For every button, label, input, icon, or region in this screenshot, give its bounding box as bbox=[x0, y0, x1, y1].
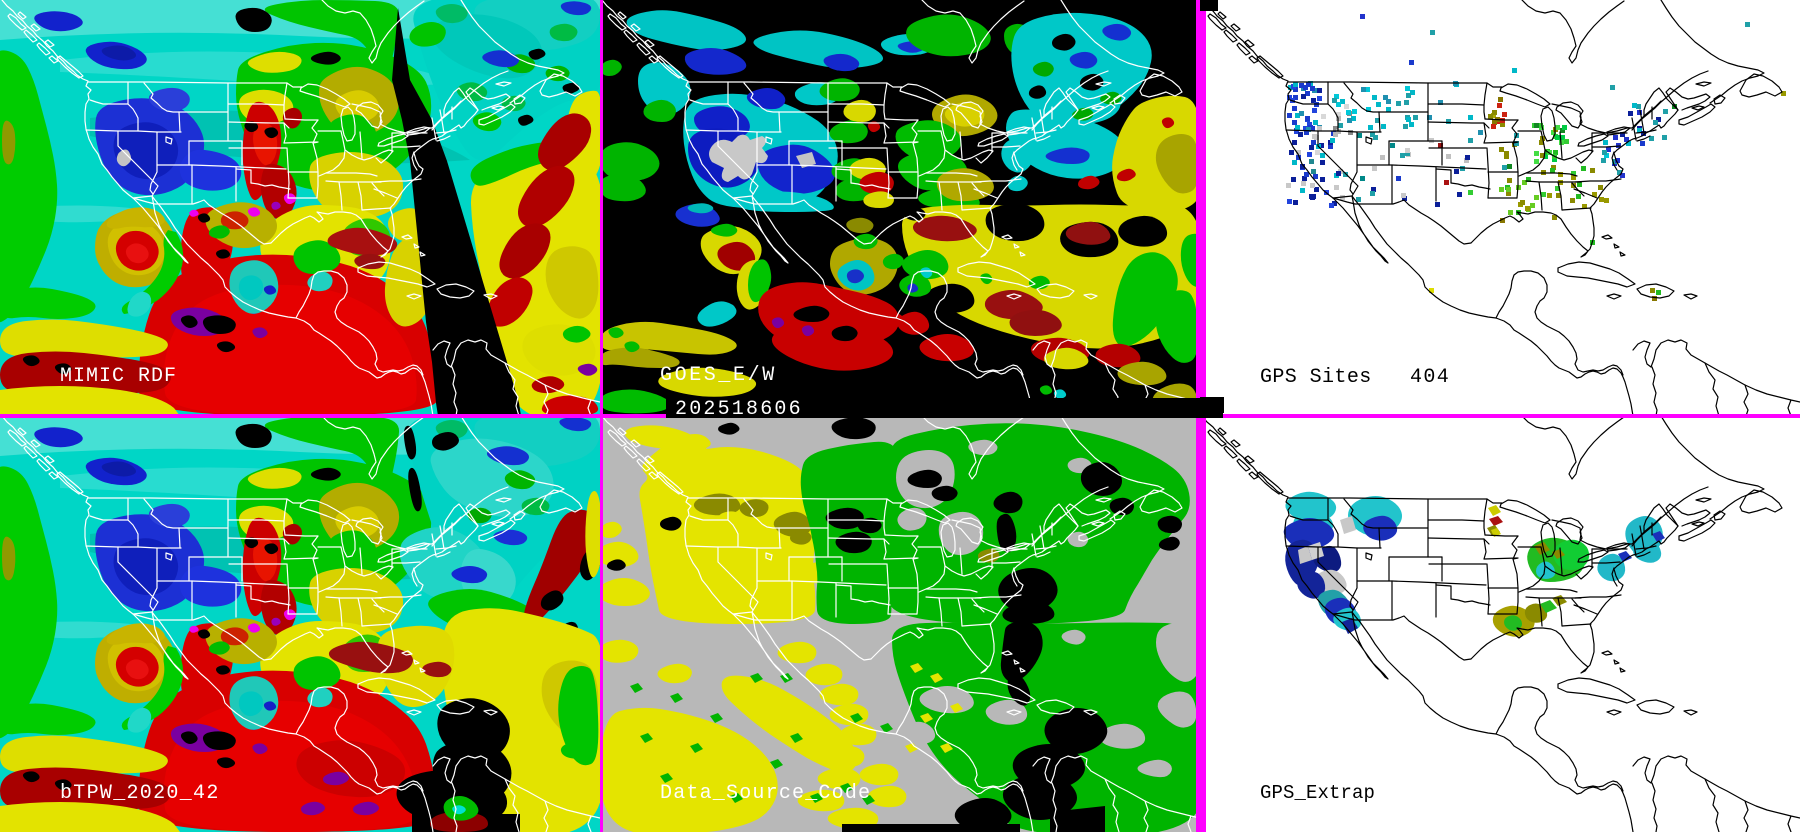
svg-text:202518606: 202518606 bbox=[675, 398, 803, 421]
svg-text:404: 404 bbox=[1410, 366, 1450, 389]
svg-text:Data_Source_Code: Data_Source_Code bbox=[660, 782, 871, 805]
svg-text:GPS_Extrap: GPS_Extrap bbox=[1260, 782, 1375, 804]
svg-text:MIMIC RDF: MIMIC RDF bbox=[60, 365, 177, 388]
svg-text:bTPW_2020_42: bTPW_2020_42 bbox=[60, 782, 220, 805]
svg-text:GOES_E/W: GOES_E/W bbox=[660, 364, 777, 387]
svg-text:GPS Sites: GPS Sites bbox=[1260, 366, 1372, 389]
